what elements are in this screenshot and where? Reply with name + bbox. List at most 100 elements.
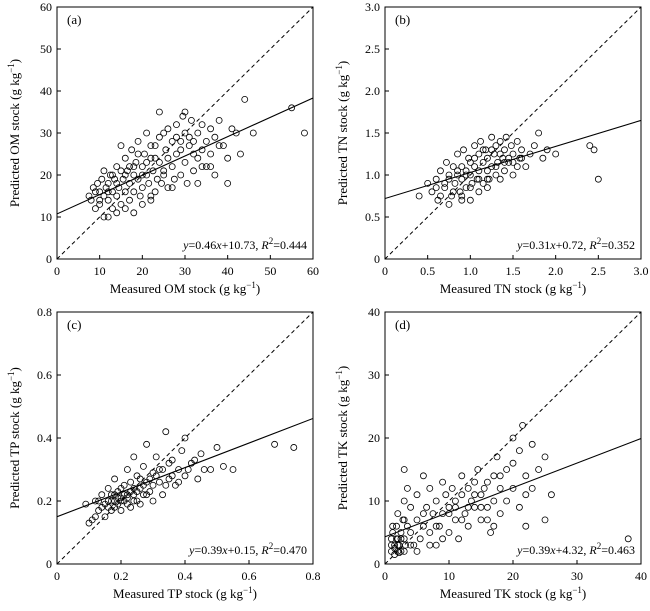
data-point [160, 167, 168, 175]
data-point [451, 179, 459, 187]
x-axis-label-sup: −1 [572, 280, 582, 290]
data-point [403, 484, 411, 492]
data-point [141, 150, 148, 158]
data-point [393, 535, 400, 543]
data-point [522, 491, 530, 499]
x-tick-label: 10 [443, 569, 455, 583]
x-axis-label-text: Measured TP stock (g kg [113, 586, 243, 601]
regression-equation: y=0.46x+10.73, R2=0.444 [182, 236, 307, 252]
data-point [442, 491, 450, 499]
data-point [594, 175, 602, 183]
data-point [177, 171, 185, 179]
data-point [211, 133, 219, 141]
data-point [190, 137, 197, 145]
equation-part: +10.73, [222, 238, 262, 252]
data-point [138, 184, 146, 192]
data-point [441, 184, 449, 192]
equation-part: =0.39 [194, 543, 222, 557]
data-point [173, 150, 180, 158]
data-point [462, 167, 470, 175]
x-tick-label: 10 [94, 264, 106, 278]
data-point [104, 484, 112, 492]
data-point [82, 500, 90, 508]
data-point [132, 158, 140, 166]
data-point [113, 192, 121, 200]
data-point [121, 171, 129, 179]
regression-line [57, 97, 313, 215]
data-point [249, 129, 257, 137]
data-point [113, 163, 121, 171]
data-point [458, 491, 466, 499]
data-point [426, 541, 434, 549]
data-point [455, 535, 463, 543]
data-point [155, 466, 163, 473]
data-point [407, 529, 415, 536]
y-axis-label-close: ) [335, 61, 350, 65]
data-point [96, 188, 104, 196]
data-point [496, 484, 504, 492]
data-point [552, 150, 560, 158]
data-point [113, 209, 121, 217]
equation-part: x [549, 543, 556, 557]
data-point [464, 503, 472, 511]
data-point [389, 522, 397, 530]
data-point [130, 209, 138, 217]
data-point [160, 129, 168, 137]
data-point [475, 167, 483, 175]
data-point [509, 171, 517, 179]
data-point [117, 200, 125, 208]
data-point [175, 466, 183, 473]
data-point [143, 440, 151, 448]
data-point [130, 188, 138, 196]
data-point [92, 205, 99, 213]
data-point [94, 179, 101, 187]
equation-part: =0.39 [522, 543, 550, 557]
equation-part: +0.72, [556, 238, 590, 252]
equation-part: R [260, 543, 269, 557]
data-point [151, 142, 159, 150]
data-point [400, 466, 408, 473]
data-point [168, 184, 176, 192]
data-point [530, 142, 538, 150]
data-point [111, 475, 118, 483]
equation-part: +4.32, [556, 543, 590, 557]
y-axis-label-sup: −1 [6, 371, 16, 381]
data-point [87, 196, 95, 204]
data-point [439, 535, 447, 543]
data-point [483, 503, 491, 511]
data-point [85, 192, 93, 200]
data-point [237, 150, 244, 158]
equation-part: y [516, 238, 523, 252]
data-point [181, 158, 189, 166]
equation-part: =0.444 [273, 238, 307, 252]
data-point [143, 129, 151, 137]
regression-equation: y=0.39x+0.15, R2=0.470 [188, 541, 307, 557]
data-point [435, 522, 443, 530]
data-point [301, 129, 308, 137]
x-tick-label: 0.4 [178, 569, 193, 583]
x-axis-label-sup: −1 [572, 585, 582, 595]
data-point [460, 146, 467, 154]
data-point [397, 548, 405, 555]
data-point [445, 175, 453, 183]
equation-part: =0.463 [601, 543, 635, 557]
equation-part: 2 [597, 236, 602, 246]
data-point [119, 175, 127, 183]
equation-part: =0.470 [273, 543, 307, 557]
data-point [445, 529, 453, 536]
y-tick-label: 0 [46, 557, 52, 571]
one-to-one-line [57, 312, 313, 564]
regression-equation: y=0.31x+0.72, R2=0.352 [516, 236, 635, 252]
x-axis-label: Measured TN stock (g kg−1) [440, 280, 587, 296]
data-point [130, 171, 138, 179]
data-point [211, 171, 219, 179]
data-point [219, 142, 227, 150]
data-point [387, 541, 395, 549]
data-point [543, 146, 551, 154]
data-point [181, 108, 189, 116]
panel-label: (d) [395, 317, 410, 332]
data-point [89, 184, 97, 192]
data-point [494, 158, 502, 166]
panel-label: (b) [395, 12, 410, 27]
y-tick-label: 0 [374, 252, 380, 266]
